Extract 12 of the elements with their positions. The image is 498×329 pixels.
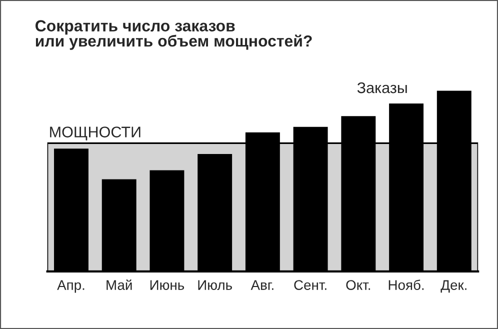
x-tick-label: Нояб. [388,280,424,290]
x-tick-label: Авг. [250,280,274,290]
x-tick-label: Май [106,280,132,290]
x-tick-label: Сент. [294,280,326,290]
series-label: Заказы [357,82,407,94]
band-label: МОЩНОСТИ [50,126,140,140]
x-tick-label: Июль [198,280,232,290]
chart-title: Сократить число заказов или увеличить объем мощностей? [36,20,312,50]
x-tick-label: Окт. [346,280,370,290]
x-tick-label: Дек. [440,280,466,293]
x-tick-label: Апр. [57,280,84,293]
x-tick-label: Июнь [150,280,184,290]
